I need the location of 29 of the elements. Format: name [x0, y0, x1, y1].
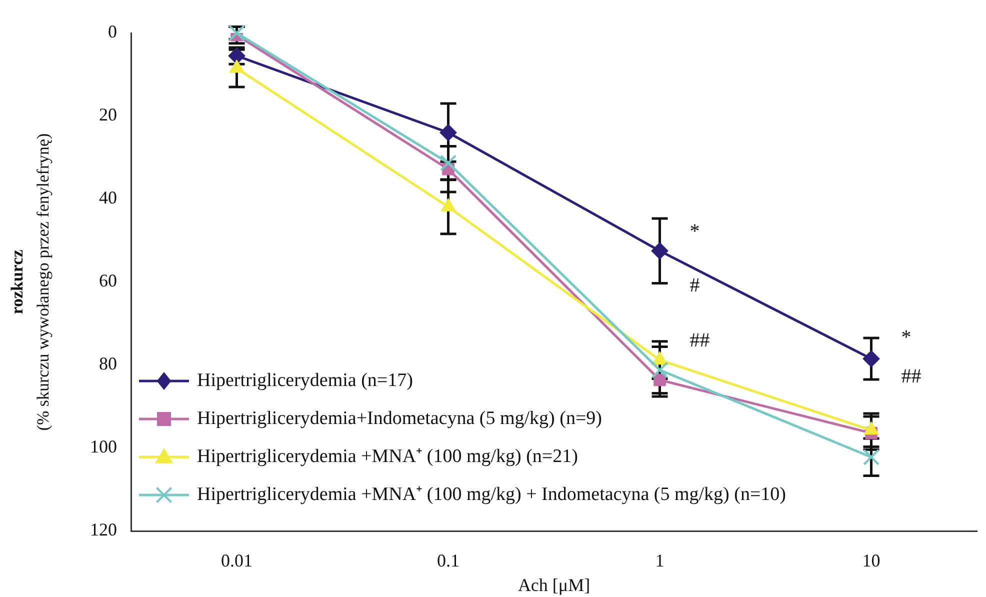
y-tick-label: 40 [99, 188, 117, 208]
point [652, 362, 668, 378]
point [862, 350, 880, 368]
x-tick-label: 1 [655, 550, 664, 571]
point [440, 124, 457, 142]
point [651, 242, 668, 260]
annotation: * [690, 220, 700, 242]
annotation: # [690, 274, 700, 296]
legend-label: Hipertriglicerydemia (n=17) [197, 370, 413, 391]
legend-label: Hipertriglicerydemia +MNA⁺ (100 mg/kg) + Indometacyna (5 mg/kg) (n=10) [197, 484, 786, 505]
y-axis-title: rozkurcz (% skurczu wywołanego przez fenylefrynę) [7, 133, 52, 431]
annotation: * [901, 326, 912, 348]
y-tick-label: 100 [90, 436, 117, 457]
y-tick-label: 120 [90, 520, 117, 540]
y-tick-label: 20 [99, 104, 117, 125]
annotation: ## [901, 366, 922, 388]
point [654, 374, 666, 386]
y-tick-label: 60 [99, 270, 117, 291]
x-axis-title: Ach [μM] [518, 574, 590, 595]
legend-label: Hipertriglicerydemia+Indometacyna (5 mg/kg) (n=9) [197, 408, 602, 429]
point [863, 449, 880, 466]
legend-label: Hipertriglicerydemia +MNA⁺ (100 mg/kg) (n=21) [197, 446, 578, 467]
annotation: ## [690, 330, 710, 352]
point [440, 154, 456, 171]
y-tick-label: 0 [108, 22, 117, 42]
x-tick-label: 10 [862, 550, 880, 571]
x-tick-label: 0.01 [221, 550, 252, 571]
y-tick-label: 80 [99, 354, 117, 374]
x-tick-label: 0.1 [437, 550, 460, 571]
